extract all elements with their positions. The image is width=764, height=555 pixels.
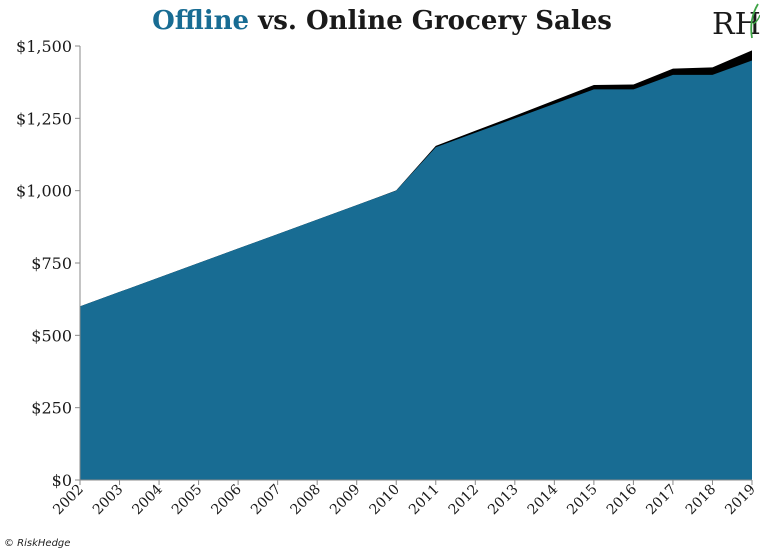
y-tick-label: $0 — [52, 471, 72, 490]
x-tick-label: 2018 — [683, 482, 720, 519]
x-tick-label: 2009 — [327, 482, 364, 519]
x-tick-label: 2003 — [90, 482, 127, 519]
y-tick-label: $1,000 — [16, 182, 72, 201]
y-tick-label: $750 — [31, 254, 72, 273]
x-tick-label: 2012 — [446, 482, 483, 519]
x-tick-label: 2005 — [169, 482, 206, 519]
x-tick-label: 2007 — [248, 482, 285, 519]
x-tick-label: 2017 — [643, 482, 680, 519]
credit-text: © RiskHedge — [4, 538, 71, 549]
x-tick-label: 2013 — [485, 482, 522, 519]
y-tick-label: $1,500 — [16, 37, 72, 56]
y-tick-label: $500 — [31, 326, 72, 345]
x-tick-label: 2011 — [406, 482, 443, 519]
x-tick-label: 2016 — [604, 481, 641, 518]
x-tick-label: 2015 — [564, 482, 601, 519]
x-tick-label: 2014 — [525, 481, 562, 518]
riskhedge-logo: RH — [712, 3, 760, 42]
y-tick-label: $250 — [31, 399, 72, 418]
x-tick-label: 2004 — [129, 481, 166, 518]
y-tick-label: $1,250 — [16, 109, 72, 128]
series-offline-area — [80, 60, 752, 480]
title-rest: vs. Online Grocery Sales — [249, 6, 612, 36]
x-tick-label: 2006 — [208, 481, 245, 518]
x-tick-label: 2019 — [722, 482, 759, 519]
x-tick-label: 2008 — [287, 482, 324, 519]
x-tick-label: 2010 — [367, 482, 404, 519]
chart-title: Offline vs. Online Grocery Sales — [0, 6, 764, 36]
title-highlight: Offline — [152, 6, 250, 36]
